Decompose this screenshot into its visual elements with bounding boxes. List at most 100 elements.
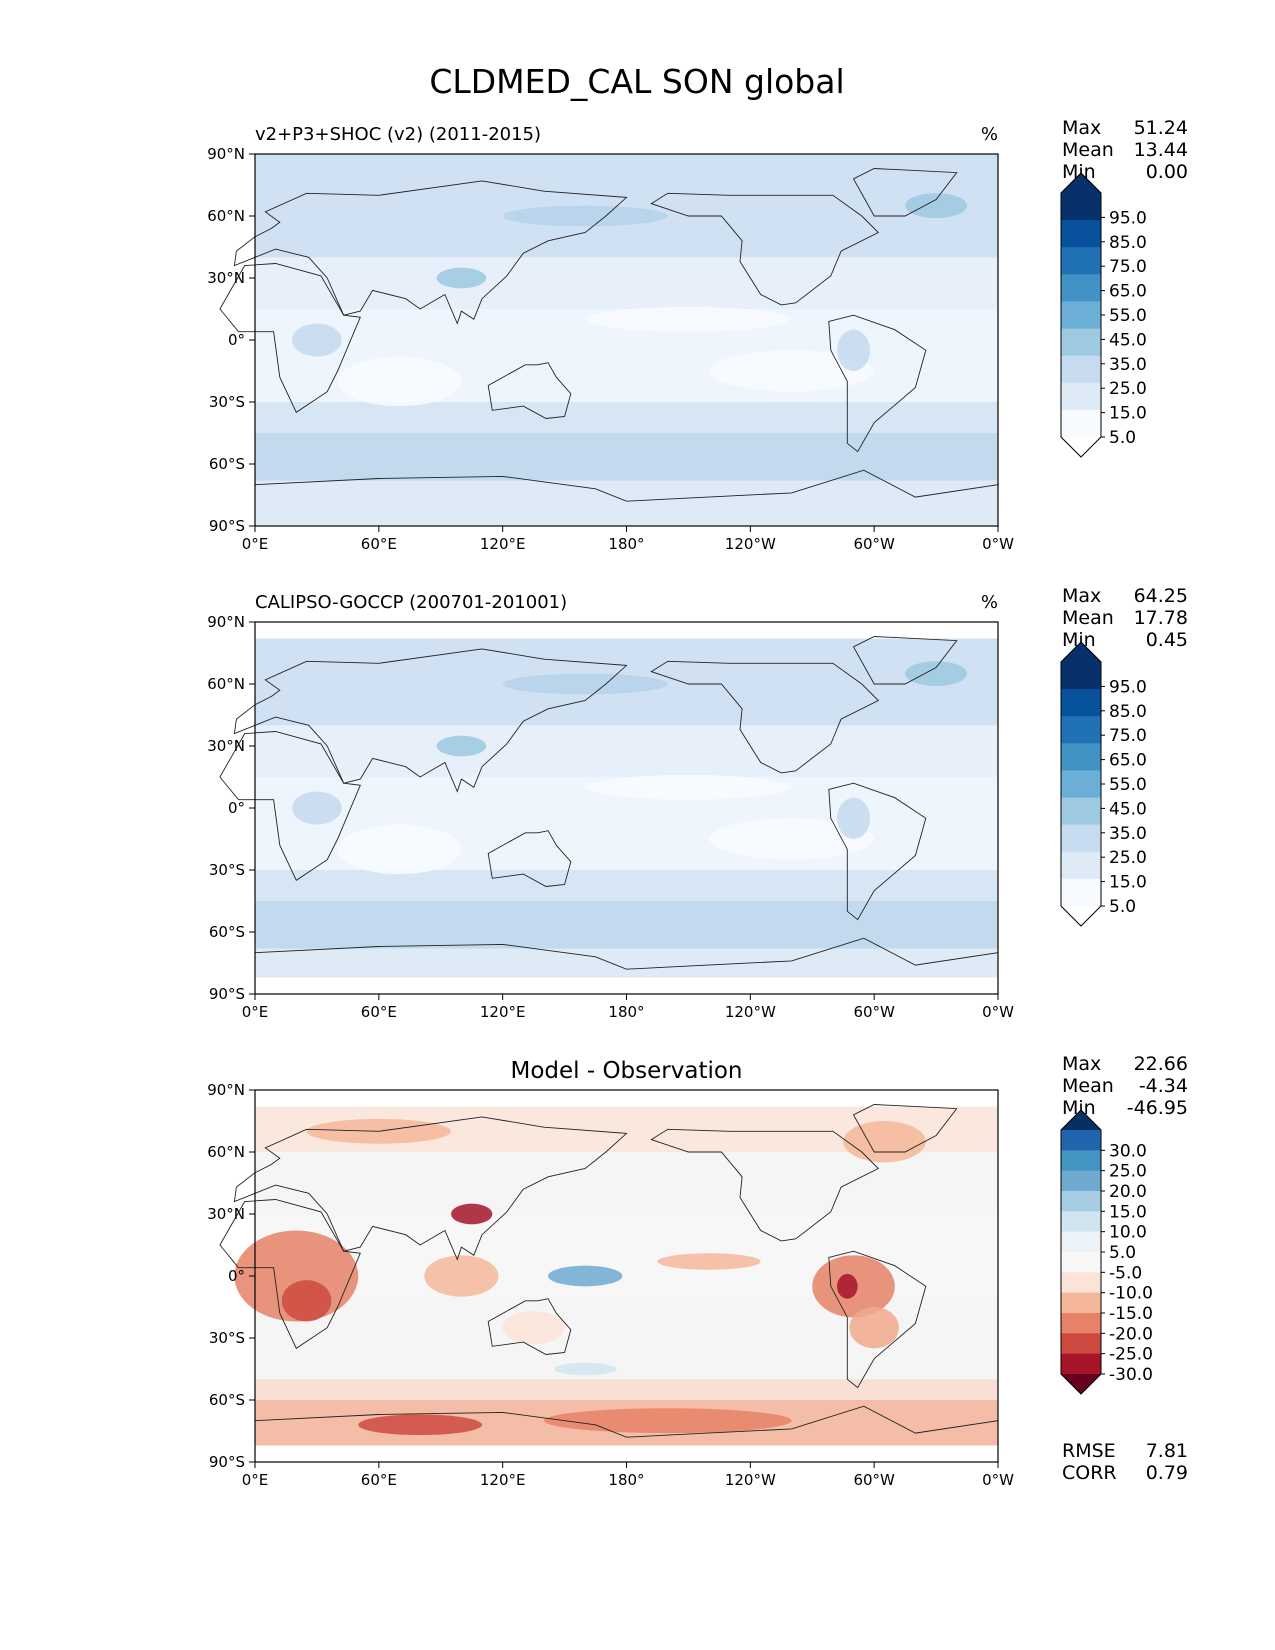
metric-value: 7.81 xyxy=(1146,1440,1188,1462)
x-tick-label: 120°E xyxy=(480,1003,526,1021)
map-anomaly xyxy=(502,1311,565,1345)
y-tick-label: 60°S xyxy=(209,923,245,941)
x-tick-label: 60°E xyxy=(361,1003,397,1021)
colorbar-extend-bottom xyxy=(1061,437,1101,457)
y-tick-label: 60°N xyxy=(207,207,245,225)
colorbar-segment xyxy=(1061,878,1101,907)
x-tick-label: 180° xyxy=(608,1003,644,1021)
stat-value: -46.95 xyxy=(1127,1097,1188,1119)
map-missing-south xyxy=(255,977,998,994)
map-cloud-region xyxy=(502,673,668,695)
map-cloud-region xyxy=(837,329,871,372)
colorbar-segment xyxy=(1061,1272,1101,1294)
x-tick-label: 60°E xyxy=(361,535,397,553)
map-field xyxy=(255,622,998,994)
x-tick-label: 120°E xyxy=(480,1471,526,1489)
y-tick-label: 0° xyxy=(228,1267,245,1285)
panel-difference: Model - Observation 90°N 60°N 30°N 0° 30°S 60°… xyxy=(207,1053,1188,1489)
colorbar-tick-label: -20.0 xyxy=(1109,1324,1153,1344)
colorbar-segment xyxy=(1061,193,1101,221)
colorbar-tick-label: 15.0 xyxy=(1109,1202,1147,1222)
metric-label: RMSE xyxy=(1062,1440,1116,1462)
coastline xyxy=(233,648,628,793)
coastline xyxy=(852,636,958,685)
map-band xyxy=(255,870,998,901)
map-anomaly xyxy=(554,1362,617,1376)
coastline xyxy=(487,1298,572,1355)
map-anomaly xyxy=(424,1255,499,1297)
map-band xyxy=(255,480,998,526)
panel-units: % xyxy=(981,592,998,613)
coastline xyxy=(650,660,880,774)
y-tick-label: 60°N xyxy=(207,1143,245,1161)
stat-value: 51.24 xyxy=(1134,117,1188,139)
y-tick-label: 30°S xyxy=(209,861,245,879)
colorbar-tick-label: 35.0 xyxy=(1109,355,1147,375)
coastline xyxy=(828,1250,927,1389)
stat-label: Mean xyxy=(1062,1075,1114,1097)
map-field xyxy=(255,154,998,526)
colorbar-segment xyxy=(1061,770,1101,798)
colorbar-segment xyxy=(1061,328,1101,357)
panel-units: % xyxy=(981,124,998,145)
colorbar-tick-label: 95.0 xyxy=(1109,208,1147,228)
stat-label: Max xyxy=(1062,1053,1101,1075)
colorbar-segment xyxy=(1061,1191,1101,1212)
x-tick-label: 120°W xyxy=(725,1003,776,1021)
colorbar-segment xyxy=(1061,1313,1101,1334)
x-tick-label: 60°E xyxy=(361,1471,397,1489)
map-cloud-region xyxy=(585,306,792,332)
colorbar-tick-label: -30.0 xyxy=(1109,1365,1153,1385)
colorbar: 95.0 85.0 75.0 65.0 55.0 45.0 35.0 25.0 15.0 5.0 xyxy=(1060,172,1147,458)
y-tick-label: 90°S xyxy=(209,1453,245,1471)
colorbar-segment xyxy=(1061,851,1101,880)
colorbar-segment xyxy=(1061,409,1101,438)
x-tick-label: 120°E xyxy=(480,535,526,553)
coastline xyxy=(828,314,927,453)
colorbar-segment xyxy=(1061,220,1101,248)
y-tick-label: 30°S xyxy=(209,393,245,411)
colorbar-segment xyxy=(1061,716,1101,744)
stat-value: 13.44 xyxy=(1134,139,1188,161)
map-anomaly xyxy=(451,1203,493,1225)
colorbar-segment xyxy=(1061,662,1101,690)
x-tick-label: 0°W xyxy=(982,535,1014,553)
map-anomaly xyxy=(281,1280,332,1322)
x-tick-label: 180° xyxy=(608,535,644,553)
map-band xyxy=(255,257,998,309)
map-anomaly xyxy=(358,1414,483,1436)
colorbar-tick-label: 45.0 xyxy=(1109,330,1147,350)
colorbar-tick-label: -5.0 xyxy=(1109,1263,1142,1283)
colorbar-tick-label: 65.0 xyxy=(1109,751,1147,771)
colorbar-tick-label: 5.0 xyxy=(1109,1243,1136,1263)
colorbar-tick-label: 25.0 xyxy=(1109,1162,1147,1182)
y-tick-label: 30°N xyxy=(207,269,245,287)
colorbar-segment xyxy=(1061,247,1101,275)
map-cloud-region xyxy=(585,774,792,800)
metric-value: 0.79 xyxy=(1146,1462,1188,1484)
colorbar-extend-top xyxy=(1061,642,1101,662)
colorbar-tick-label: 55.0 xyxy=(1109,306,1147,326)
coastline xyxy=(650,1128,880,1242)
map-band xyxy=(255,901,998,949)
y-tick-label: 90°S xyxy=(209,985,245,1003)
colorbar-segment xyxy=(1061,1170,1101,1192)
map-band xyxy=(255,154,998,258)
panel-title-left: CALIPSO-GOCCP (200701-201001) xyxy=(255,592,567,613)
colorbar: 95.0 85.0 75.0 65.0 55.0 45.0 35.0 25.0 15.0 5.0 xyxy=(1060,641,1147,927)
colorbar-tick-label: 15.0 xyxy=(1109,404,1147,424)
map-band xyxy=(255,402,998,433)
colorbar-segment xyxy=(1061,382,1101,411)
map-cloud-region xyxy=(337,356,462,407)
colorbar-segment xyxy=(1061,1333,1101,1355)
stat-label: Min xyxy=(1062,1097,1096,1119)
map-anomaly xyxy=(548,1265,623,1287)
colorbar-segment xyxy=(1061,1130,1101,1151)
panels: v2+P3+SHOC (v2) (2011-2015) % 90°N 60°N 30°N… xyxy=(207,117,1188,1489)
coastline xyxy=(852,168,958,217)
colorbar-extend-top xyxy=(1061,1110,1101,1130)
coastline xyxy=(233,180,628,325)
colorbar-tick-label: 25.0 xyxy=(1109,848,1147,868)
x-tick-label: 0°E xyxy=(242,1471,269,1489)
panel-observation: CALIPSO-GOCCP (200701-201001) % 90°N 60°N 30… xyxy=(207,585,1188,1021)
